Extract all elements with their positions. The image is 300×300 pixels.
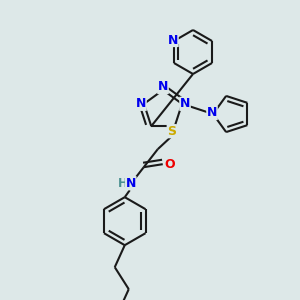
Text: N: N [158,80,168,94]
Text: N: N [168,34,178,46]
Text: N: N [207,106,217,119]
Text: N: N [126,177,136,190]
Text: S: S [167,125,176,138]
Text: H: H [118,177,128,190]
Text: O: O [164,158,175,171]
Text: N: N [180,97,190,110]
Text: N: N [136,97,146,110]
